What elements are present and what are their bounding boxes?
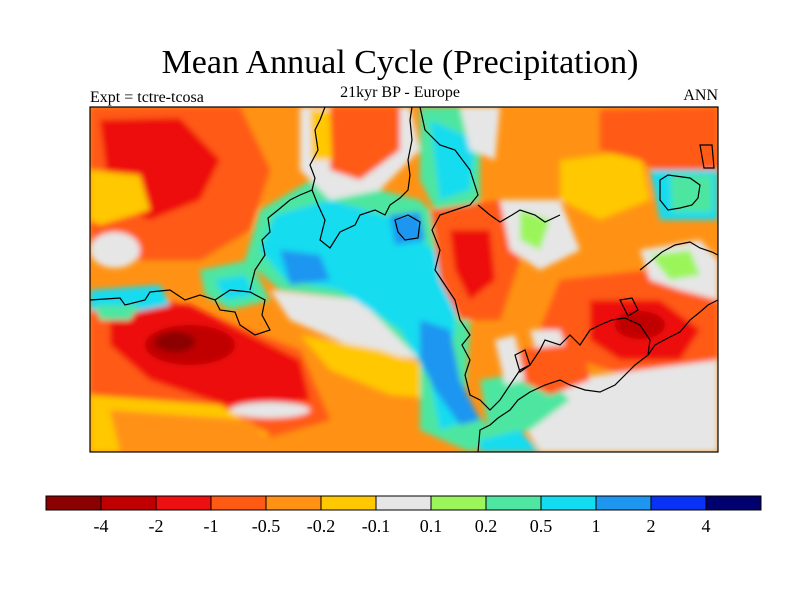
colorbar-label: 4 <box>702 516 711 536</box>
colorbar: -4 -2 -1 -0.5 -0.2 -0.1 0.1 0.2 0.5 1 2 4 <box>45 495 762 536</box>
colorbar-swatch <box>705 495 762 511</box>
colorbar-swatch <box>485 495 542 511</box>
season-label: ANN <box>683 87 718 104</box>
colorbar-swatch <box>210 495 267 511</box>
map-title: Mean Annual Cycle (Precipitation) <box>161 44 639 81</box>
colorbar-swatch <box>100 495 157 511</box>
experiment-label: Expt = tctre-tcosa <box>90 89 204 106</box>
colorbar-label: -0.5 <box>252 516 281 536</box>
colorbar-label: 0.5 <box>530 516 553 536</box>
map-subtitle: 21kyr BP - Europe <box>340 84 460 101</box>
colorbar-label: 0.1 <box>420 516 443 536</box>
colorbar-swatch <box>265 495 322 511</box>
colorbar-label: -0.2 <box>307 516 336 536</box>
colorbar-swatch <box>155 495 212 511</box>
map-frame <box>89 106 719 453</box>
colorbar-swatch <box>320 495 377 511</box>
colorbar-label: 0.2 <box>475 516 498 536</box>
coastline <box>90 107 718 452</box>
colorbar-swatch <box>375 495 432 511</box>
colorbar-label: -0.1 <box>362 516 391 536</box>
colorbar-label: 2 <box>647 516 656 536</box>
colorbar-label: -2 <box>149 516 164 536</box>
colorbar-label: -1 <box>204 516 219 536</box>
colorbar-swatch <box>45 495 102 511</box>
colorbar-swatch <box>430 495 487 511</box>
colorbar-swatch <box>595 495 652 511</box>
colorbar-label: -4 <box>94 516 109 536</box>
precipitation-field <box>90 107 718 452</box>
colorbar-swatch <box>650 495 707 511</box>
colorbar-label: 1 <box>592 516 601 536</box>
colorbar-swatch <box>540 495 597 511</box>
